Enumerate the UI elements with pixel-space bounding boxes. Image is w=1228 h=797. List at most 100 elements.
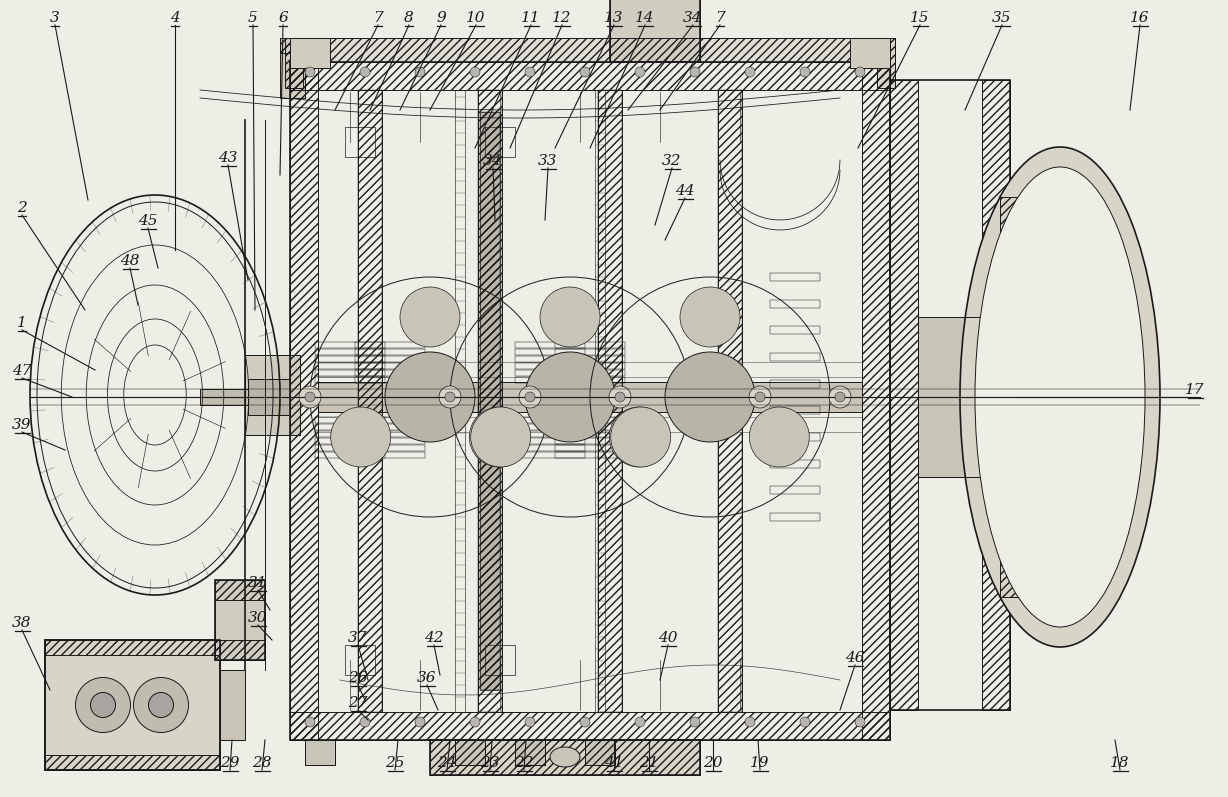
Text: 26: 26 (349, 671, 367, 685)
Text: 12: 12 (553, 11, 572, 25)
Ellipse shape (470, 717, 480, 727)
Text: 29: 29 (220, 756, 239, 770)
Text: 32: 32 (662, 154, 682, 168)
Ellipse shape (438, 386, 460, 408)
Text: 33: 33 (538, 154, 558, 168)
Text: 25: 25 (386, 756, 405, 770)
Text: 11: 11 (521, 11, 540, 25)
Ellipse shape (609, 407, 669, 467)
Text: 35: 35 (992, 11, 1012, 25)
Text: 38: 38 (12, 616, 32, 630)
FancyBboxPatch shape (280, 38, 305, 98)
FancyBboxPatch shape (515, 740, 545, 765)
Text: 46: 46 (845, 651, 865, 665)
Text: 27: 27 (349, 696, 367, 710)
Ellipse shape (835, 392, 845, 402)
Text: 43: 43 (219, 151, 238, 165)
Ellipse shape (134, 677, 189, 732)
Ellipse shape (470, 67, 480, 77)
FancyBboxPatch shape (850, 38, 890, 68)
FancyBboxPatch shape (585, 740, 615, 765)
Text: 4: 4 (171, 11, 179, 25)
Text: 21: 21 (640, 756, 658, 770)
Ellipse shape (360, 67, 370, 77)
Text: 3: 3 (50, 11, 60, 25)
Text: 14: 14 (635, 11, 655, 25)
Ellipse shape (445, 392, 456, 402)
Text: 13: 13 (604, 11, 624, 25)
Ellipse shape (745, 717, 755, 727)
Text: 30: 30 (248, 611, 268, 625)
Ellipse shape (305, 392, 316, 402)
Text: 40: 40 (658, 631, 678, 645)
Ellipse shape (540, 287, 600, 347)
Ellipse shape (550, 747, 580, 767)
Text: 6: 6 (278, 11, 287, 25)
Ellipse shape (690, 67, 700, 77)
Ellipse shape (330, 407, 391, 467)
Ellipse shape (580, 717, 589, 727)
Text: 1: 1 (17, 316, 27, 330)
Ellipse shape (580, 67, 589, 77)
Ellipse shape (799, 67, 810, 77)
Text: 15: 15 (910, 11, 930, 25)
Ellipse shape (519, 386, 542, 408)
Ellipse shape (305, 717, 316, 727)
FancyBboxPatch shape (248, 379, 290, 415)
Text: 17: 17 (1185, 383, 1205, 397)
Ellipse shape (755, 392, 765, 402)
Ellipse shape (745, 67, 755, 77)
Text: 19: 19 (750, 756, 770, 770)
Text: 37: 37 (349, 631, 367, 645)
Text: 47: 47 (12, 364, 32, 378)
Ellipse shape (91, 693, 115, 717)
Text: 31: 31 (248, 576, 268, 590)
Ellipse shape (469, 407, 529, 467)
Text: 20: 20 (704, 756, 723, 770)
Text: 7: 7 (373, 11, 383, 25)
Ellipse shape (526, 717, 535, 727)
Text: 45: 45 (139, 214, 157, 228)
Text: 44: 44 (675, 184, 695, 198)
Ellipse shape (960, 147, 1160, 647)
Text: 42: 42 (424, 631, 443, 645)
Ellipse shape (799, 717, 810, 727)
FancyBboxPatch shape (305, 740, 335, 765)
Text: 8: 8 (404, 11, 414, 25)
Text: 28: 28 (252, 756, 271, 770)
Ellipse shape (360, 717, 370, 727)
Ellipse shape (415, 67, 425, 77)
Ellipse shape (635, 67, 645, 77)
FancyBboxPatch shape (220, 670, 246, 740)
FancyBboxPatch shape (246, 355, 300, 435)
Ellipse shape (749, 386, 771, 408)
Ellipse shape (526, 392, 535, 402)
Ellipse shape (666, 352, 755, 442)
FancyBboxPatch shape (919, 317, 982, 477)
Text: 34: 34 (484, 154, 502, 168)
Text: 7: 7 (715, 11, 725, 25)
Ellipse shape (386, 352, 475, 442)
Text: 2: 2 (17, 201, 27, 215)
Text: 36: 36 (418, 671, 437, 685)
FancyBboxPatch shape (29, 15, 1210, 777)
Ellipse shape (526, 67, 535, 77)
Text: 5: 5 (248, 11, 258, 25)
Ellipse shape (609, 386, 631, 408)
Ellipse shape (829, 386, 851, 408)
Text: 41: 41 (604, 756, 624, 770)
Ellipse shape (615, 392, 625, 402)
Text: 24: 24 (437, 756, 457, 770)
Ellipse shape (415, 717, 425, 727)
Text: 34: 34 (683, 11, 702, 25)
FancyBboxPatch shape (1000, 557, 1025, 597)
Text: 23: 23 (480, 756, 500, 770)
Text: 18: 18 (1110, 756, 1130, 770)
FancyBboxPatch shape (430, 740, 700, 775)
FancyBboxPatch shape (285, 38, 303, 88)
FancyBboxPatch shape (295, 38, 885, 62)
Ellipse shape (690, 717, 700, 727)
Text: 10: 10 (467, 11, 486, 25)
FancyBboxPatch shape (480, 112, 500, 690)
Ellipse shape (305, 67, 316, 77)
